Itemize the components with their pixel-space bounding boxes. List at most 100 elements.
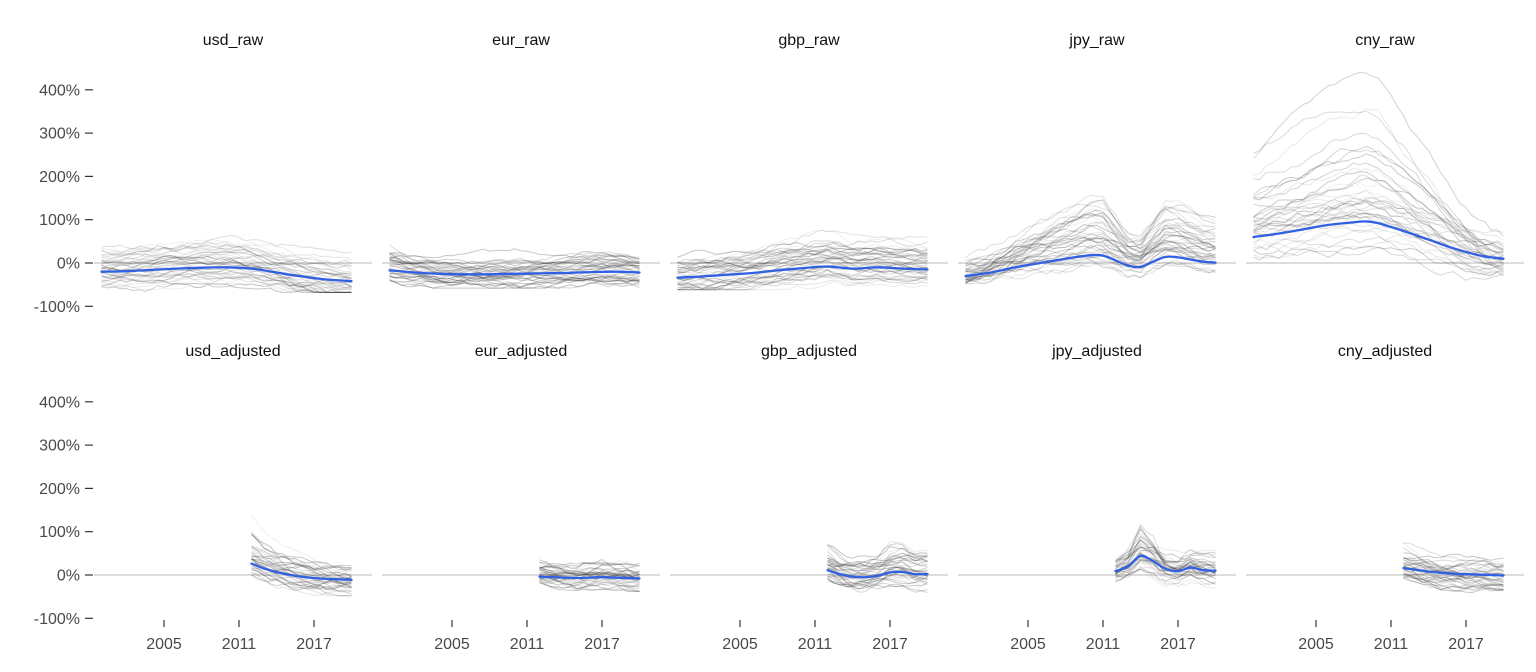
series-line bbox=[101, 246, 352, 268]
series-line bbox=[251, 546, 352, 578]
series-line bbox=[539, 561, 640, 572]
series-line bbox=[965, 214, 1216, 279]
series-line bbox=[539, 561, 640, 573]
series-line bbox=[1403, 559, 1504, 569]
series-line bbox=[389, 276, 640, 288]
series-line bbox=[251, 552, 352, 570]
trend-line-jpy_raw bbox=[964, 253, 1217, 278]
series-line bbox=[1253, 247, 1504, 281]
series-line bbox=[1403, 559, 1504, 579]
series-line bbox=[965, 221, 1216, 273]
series-line bbox=[677, 247, 928, 274]
series-line bbox=[827, 555, 928, 566]
series-line bbox=[1115, 546, 1216, 564]
series-line bbox=[965, 248, 1216, 276]
series-line bbox=[1253, 188, 1504, 264]
background-series-lines bbox=[101, 235, 352, 293]
series-line bbox=[539, 581, 640, 592]
panel-cny_raw: cny_raw bbox=[1246, 32, 1524, 281]
series-line bbox=[251, 550, 352, 586]
panel-data-usd_raw bbox=[100, 235, 353, 293]
series-line bbox=[677, 273, 928, 286]
series-line bbox=[1253, 212, 1504, 263]
series-line bbox=[251, 548, 352, 588]
series-line bbox=[1253, 197, 1504, 259]
series-line bbox=[677, 264, 928, 277]
series-line bbox=[827, 564, 928, 576]
facet-title-jpy_raw: jpy_raw bbox=[1068, 32, 1125, 49]
series-line bbox=[827, 553, 928, 568]
series-line bbox=[539, 579, 640, 592]
series-line bbox=[101, 279, 352, 293]
series-line bbox=[101, 250, 352, 290]
y-axis-tick-label: 300% bbox=[39, 438, 80, 455]
series-line bbox=[677, 274, 928, 291]
y-axis-tick-label: 400% bbox=[39, 82, 80, 99]
series-line bbox=[965, 248, 1216, 273]
x-axis-tick-label: 2005 bbox=[434, 636, 470, 653]
series-line bbox=[251, 571, 352, 590]
x-axis-tick-label: 2017 bbox=[584, 636, 620, 653]
series-line bbox=[389, 260, 640, 275]
series-line bbox=[965, 239, 1216, 262]
series-line bbox=[251, 531, 352, 592]
facet-title-gbp_adjusted: gbp_adjusted bbox=[761, 343, 857, 360]
series-line bbox=[1253, 207, 1504, 251]
series-line bbox=[539, 559, 640, 577]
series-line bbox=[827, 543, 928, 567]
series-line bbox=[1403, 576, 1504, 592]
series-line bbox=[965, 260, 1216, 282]
series-line bbox=[251, 545, 352, 585]
series-line bbox=[1115, 549, 1216, 570]
y-axis-row-1: 400% 300% 200% 100% 0% -100% bbox=[34, 394, 93, 628]
series-line bbox=[251, 558, 352, 595]
background-series-lines bbox=[539, 559, 640, 592]
series-line bbox=[251, 569, 352, 597]
series-line bbox=[389, 259, 640, 280]
series-line bbox=[539, 576, 640, 592]
trend-line-eur_adjusted bbox=[538, 575, 641, 580]
series-line bbox=[101, 248, 352, 278]
y-axis-tick-label: 200% bbox=[39, 481, 80, 498]
panel-gbp_raw: gbp_raw bbox=[670, 32, 948, 291]
series-line bbox=[389, 254, 640, 278]
series-line bbox=[677, 245, 928, 269]
x-axis-tick-label: 2017 bbox=[872, 636, 908, 653]
series-line bbox=[827, 556, 928, 567]
trend-line-usd_raw bbox=[100, 266, 353, 283]
x-axis-tick-label: 2011 bbox=[1374, 636, 1409, 653]
series-line bbox=[1253, 182, 1504, 245]
series-line bbox=[539, 573, 640, 585]
series-line bbox=[1253, 170, 1504, 253]
y-axis-tick-label: 100% bbox=[39, 212, 80, 229]
series-line bbox=[101, 242, 352, 261]
series-line bbox=[389, 261, 640, 277]
series-line bbox=[251, 567, 352, 588]
series-line bbox=[251, 533, 352, 577]
background-series-lines bbox=[677, 229, 928, 291]
series-line bbox=[389, 265, 640, 281]
series-line bbox=[539, 574, 640, 592]
series-line bbox=[101, 255, 352, 268]
series-line bbox=[389, 256, 640, 266]
panel-usd_raw: usd_raw bbox=[94, 32, 372, 293]
background-series-lines bbox=[389, 244, 640, 289]
series-line bbox=[539, 571, 640, 579]
series-line bbox=[101, 268, 352, 282]
series-line bbox=[965, 199, 1216, 281]
series-line bbox=[101, 235, 352, 254]
x-axis-tick-label: 2005 bbox=[722, 636, 758, 653]
series-line bbox=[1403, 575, 1504, 593]
series-line bbox=[677, 257, 928, 268]
series-line bbox=[389, 263, 640, 273]
series-line bbox=[677, 263, 928, 291]
series-line bbox=[965, 208, 1216, 281]
series-line bbox=[101, 269, 352, 289]
x-axis-tick-label: 2017 bbox=[1448, 636, 1484, 653]
series-line bbox=[827, 570, 928, 588]
series-line bbox=[965, 241, 1216, 261]
panel-data-gbp_raw bbox=[676, 229, 929, 291]
x-axis-tick-label: 2011 bbox=[798, 636, 833, 653]
series-line bbox=[1253, 177, 1504, 253]
series-line bbox=[827, 553, 928, 571]
